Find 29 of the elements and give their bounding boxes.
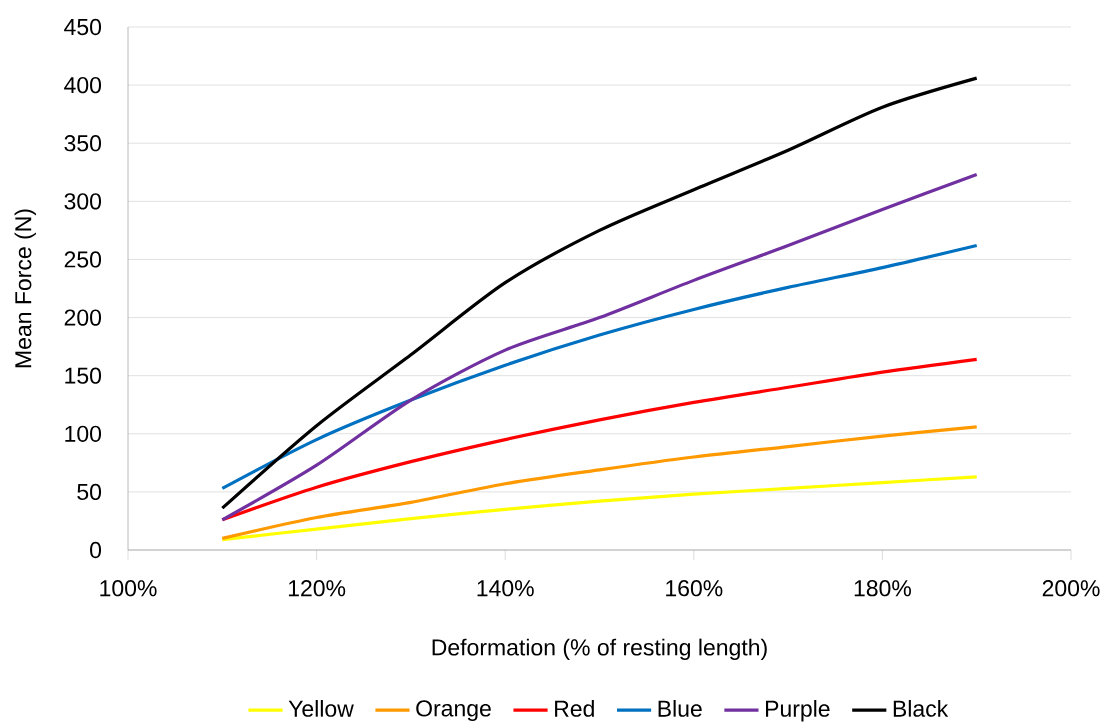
y-tick-label: 300 [64,193,102,210]
legend-label: Red [555,699,594,717]
y-tick-label: 100 [65,425,102,442]
x-tick-label: 160% [666,580,723,597]
line-series [220,475,979,542]
y-tick-label: 450 [64,18,102,36]
x-tick-label: 120% [288,580,346,597]
y-tick-label: 350 [64,135,102,152]
legend-label: Orange [416,700,491,722]
line-series [220,172,979,522]
y-tick-label: 250 [64,251,102,268]
x-tick-label: 100% [100,580,157,597]
legend-label: Blue [658,699,702,717]
y-tick-label: 400 [64,76,102,94]
y-axis-title: Mean Force (N) [14,209,36,368]
x-tick-label: 140% [477,580,534,597]
y-tick-label: 0 [90,541,102,559]
y-tick-label: 50 [77,483,102,500]
y-tick-label: 150 [65,367,102,384]
legend-label: Black [893,699,949,717]
y-tick-label: 200 [64,309,102,326]
line-series [220,243,979,490]
line-series [220,76,979,510]
x-tick-label: 180% [854,580,911,597]
x-tick-label: 200% [1042,580,1100,597]
x-axis-title: Deformation (% of resting length) [432,638,767,661]
line-series [220,425,979,540]
legend-label: Purple [766,699,830,722]
legend-label: Yellow [288,699,354,717]
